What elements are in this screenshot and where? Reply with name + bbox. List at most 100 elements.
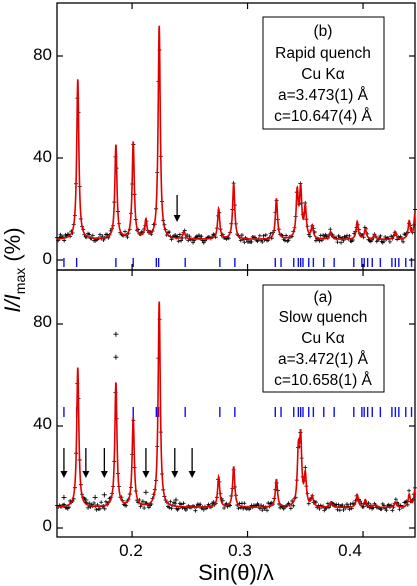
top-ytick-label-0: 0: [43, 249, 52, 268]
bot-obs-point: [397, 507, 402, 512]
bottom-ytick-label-40: 40: [33, 414, 52, 433]
bot-obs-point: [142, 506, 147, 511]
y-axis-title: I/Imax (%): [0, 227, 28, 312]
top-obs-point: [286, 238, 291, 243]
bot-obs-extra: [113, 331, 119, 337]
top-obs-point: [282, 238, 287, 243]
bot-obs-point: [336, 502, 341, 507]
top-obs-point: [238, 238, 243, 243]
bot-obs-point: [266, 501, 271, 506]
bot-obs-point: [66, 505, 71, 510]
bot-obs-point: [288, 506, 293, 511]
top-obs-point: [257, 233, 262, 238]
bot-obs-point: [183, 508, 188, 513]
bot-arrow-head: [142, 471, 150, 478]
bot-obs-point: [102, 506, 107, 511]
bot-obs-extra: [101, 492, 107, 498]
bot-obs-point: [168, 499, 173, 504]
top-legend-line-1: Rapid quench: [275, 45, 371, 62]
top-obs-point: [173, 233, 178, 238]
bottom-panel-frame: [56, 269, 416, 538]
bot-obs-point: [386, 502, 391, 507]
top-obs-point: [177, 232, 182, 237]
top-calc-line: [56, 25, 416, 240]
bottom-legend-line-3: a=3.472(1) Å: [278, 351, 369, 368]
top-obs-point: [176, 239, 181, 244]
top-legend: (b) Rapid quench Cu Kα a=3.473(1) Å c=10…: [262, 16, 385, 130]
bot-obs-point: [241, 506, 246, 511]
bot-obs-point: [303, 465, 308, 470]
bot-obs-point: [347, 507, 352, 512]
top-obs-point: [395, 237, 400, 242]
bot-obs-point: [222, 505, 227, 510]
bot-obs-point: [179, 502, 184, 507]
top-obs-point: [413, 207, 417, 212]
bottom-ytick-label-80: 80: [33, 312, 52, 331]
bottom-ytick-label-0: 0: [43, 516, 52, 535]
top-obs-point: [387, 239, 392, 244]
top-obs-point: [383, 235, 388, 240]
bot-obs-point: [335, 507, 340, 512]
bot-arrow-head: [100, 471, 108, 478]
bot-obs-point: [91, 501, 96, 506]
bot-obs-point: [181, 501, 186, 506]
top-legend-line-3: a=3.473(1) Å: [278, 87, 369, 104]
bot-obs-point: [167, 505, 172, 510]
bot-obs-point: [306, 501, 311, 506]
bot-obs-point: [211, 500, 216, 505]
bot-obs-point: [198, 502, 203, 507]
top-obs-point: [90, 233, 95, 238]
top-obs-point: [242, 240, 247, 245]
bot-obs-extra: [113, 354, 119, 360]
top-obs-point: [347, 233, 352, 238]
top-obs-point: [123, 229, 128, 234]
top-obs-point: [187, 234, 192, 239]
bot-obs-point: [340, 502, 345, 507]
top-arrow-head: [173, 215, 181, 222]
axis-ticks: [57, 3, 415, 537]
top-obs-point: [263, 232, 268, 237]
top-obs-point: [105, 232, 110, 237]
bot-obs-point: [348, 502, 353, 507]
top-obs-point: [261, 233, 266, 238]
bottom-impurity-arrows: [60, 448, 196, 478]
bottom-legend-box: [262, 284, 385, 393]
top-obs-point: [260, 240, 265, 245]
top-obs-point: [179, 238, 184, 243]
bottom-legend: (a) Slow quench Cu Kα a=3.472(1) Å c=10.…: [262, 284, 385, 393]
top-obs-point: [97, 232, 102, 237]
top-ytick-label-80: 80: [33, 45, 52, 64]
top-impurity-arrows: [173, 195, 181, 222]
top-obs-point: [339, 240, 344, 245]
xtick-label-0.4: 0.4: [338, 541, 362, 560]
bottom-legend-line-2: Cu Kα: [301, 330, 344, 347]
top-obs-point: [401, 239, 406, 244]
bot-obs-point: [341, 508, 346, 513]
y-axis-title-main: I/I: [0, 294, 25, 312]
bot-obs-point: [86, 505, 91, 510]
x-axis-title: Sin(θ)/λ: [198, 560, 274, 585]
bot-obs-point: [291, 503, 296, 508]
bot-obs-point: [407, 488, 412, 493]
top-legend-line-4: c=10.647(4) Å: [274, 108, 372, 125]
top-obs-point: [199, 234, 204, 239]
bottom-legend-line-1: Slow quench: [279, 309, 368, 326]
top-obs-point: [226, 236, 231, 241]
bot-obs-extra: [92, 494, 98, 500]
bot-obs-point: [236, 506, 241, 511]
top-obs-point: [307, 234, 312, 239]
bot-obs-point: [265, 508, 270, 513]
bot-obs-extra: [173, 497, 179, 503]
top-calculated-curve: [56, 25, 416, 240]
bot-obs-point: [124, 503, 129, 508]
bot-arrow-head: [60, 471, 68, 478]
top-obs-point: [197, 233, 202, 238]
bot-obs-point: [344, 502, 349, 507]
top-obs-point: [317, 238, 322, 243]
bot-obs-point: [97, 506, 102, 511]
bot-obs-point: [384, 508, 389, 513]
top-obs-point: [335, 240, 340, 245]
bot-obs-point: [140, 499, 145, 504]
bot-arrow-head: [171, 471, 179, 478]
bot-obs-extra: [143, 489, 149, 495]
